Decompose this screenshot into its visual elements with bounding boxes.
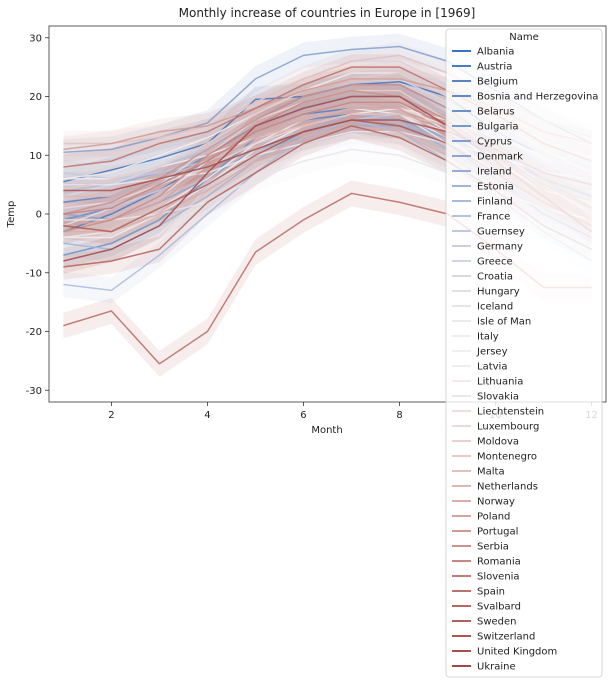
legend-label-spain: Spain bbox=[477, 587, 505, 598]
legend-label-albania: Albania bbox=[477, 47, 514, 58]
legend-label-bosnia-and-herzegovina: Bosnia and Herzegovina bbox=[477, 92, 598, 103]
legend-items: Albania Austria Belgium Bosnia and Herzegov… bbox=[452, 47, 598, 673]
legend-label-sweden: Sweden bbox=[477, 617, 517, 628]
chart-title: Monthly increase of countries in Europe … bbox=[179, 6, 476, 20]
legend-label-italy: Italy bbox=[477, 332, 499, 343]
band-iceland bbox=[63, 136, 592, 233]
legend-label-austria: Austria bbox=[477, 62, 512, 73]
y-tick-label: 30 bbox=[29, 33, 42, 44]
legend-label-luxembourg: Luxembourg bbox=[477, 422, 539, 433]
legend-label-serbia: Serbia bbox=[477, 542, 509, 553]
legend-label-united-kingdom: United Kingdom bbox=[477, 647, 557, 658]
legend-label-finland: Finland bbox=[477, 197, 513, 208]
y-axis-label: Temp bbox=[6, 201, 17, 229]
y-tick-label: 20 bbox=[29, 92, 42, 103]
legend-label-latvia: Latvia bbox=[477, 362, 507, 373]
band-finland bbox=[63, 107, 592, 304]
legend-label-iceland: Iceland bbox=[477, 302, 513, 313]
y-tick-label: 10 bbox=[29, 151, 42, 162]
legend-label-cyprus: Cyprus bbox=[477, 137, 512, 148]
x-tick-label: 8 bbox=[396, 410, 402, 421]
y-axis-ticks: -30 -20 -10 0 10 20 30 bbox=[26, 33, 49, 397]
legend-label-malta: Malta bbox=[477, 467, 505, 478]
legend-label-belarus: Belarus bbox=[477, 107, 515, 118]
legend-label-norway: Norway bbox=[477, 497, 515, 508]
legend-label-belgium: Belgium bbox=[477, 77, 518, 88]
legend-label-portugal: Portugal bbox=[477, 527, 518, 538]
legend-label-isle-of-man: Isle of Man bbox=[477, 317, 531, 328]
x-axis-label: Month bbox=[311, 425, 342, 436]
legend-label-switzerland: Switzerland bbox=[477, 632, 535, 643]
legend-label-france: France bbox=[477, 212, 510, 223]
legend: Name Albania Austria Belgium Bosnia and Her… bbox=[445, 28, 603, 678]
legend-label-slovenia: Slovenia bbox=[477, 572, 520, 583]
legend-label-jersey: Jersey bbox=[476, 347, 508, 358]
y-tick-label: -20 bbox=[26, 327, 42, 338]
y-tick-label: 0 bbox=[36, 210, 42, 221]
legend-label-guernsey: Guernsey bbox=[477, 227, 525, 238]
legend-label-netherlands: Netherlands bbox=[477, 482, 538, 493]
y-tick-label: -10 bbox=[26, 268, 42, 279]
legend-label-croatia: Croatia bbox=[477, 272, 513, 283]
legend-label-moldova: Moldova bbox=[477, 437, 519, 448]
legend-label-greece: Greece bbox=[477, 257, 513, 268]
x-tick-label: 6 bbox=[300, 410, 306, 421]
legend-label-ukraine: Ukraine bbox=[477, 662, 516, 673]
legend-label-slovakia: Slovakia bbox=[477, 392, 519, 403]
legend-label-germany: Germany bbox=[477, 242, 523, 253]
legend-label-hungary: Hungary bbox=[477, 287, 520, 298]
legend-frame bbox=[445, 28, 603, 678]
legend-label-svalbard: Svalbard bbox=[477, 602, 521, 613]
legend-label-bulgaria: Bulgaria bbox=[477, 122, 518, 133]
legend-label-liechtenstein: Liechtenstein bbox=[477, 407, 544, 418]
legend-label-lithuania: Lithuania bbox=[477, 377, 523, 388]
legend-title: Name bbox=[509, 32, 539, 43]
legend-label-poland: Poland bbox=[477, 512, 510, 523]
x-tick-label: 4 bbox=[204, 410, 210, 421]
legend-label-denmark: Denmark bbox=[477, 152, 523, 163]
y-tick-label: -30 bbox=[26, 386, 42, 397]
legend-label-romania: Romania bbox=[477, 557, 521, 568]
legend-label-estonia: Estonia bbox=[477, 182, 514, 193]
x-tick-label: 2 bbox=[108, 410, 114, 421]
legend-label-montenegro: Montenegro bbox=[477, 452, 537, 463]
legend-label-ireland: Ireland bbox=[477, 167, 512, 178]
